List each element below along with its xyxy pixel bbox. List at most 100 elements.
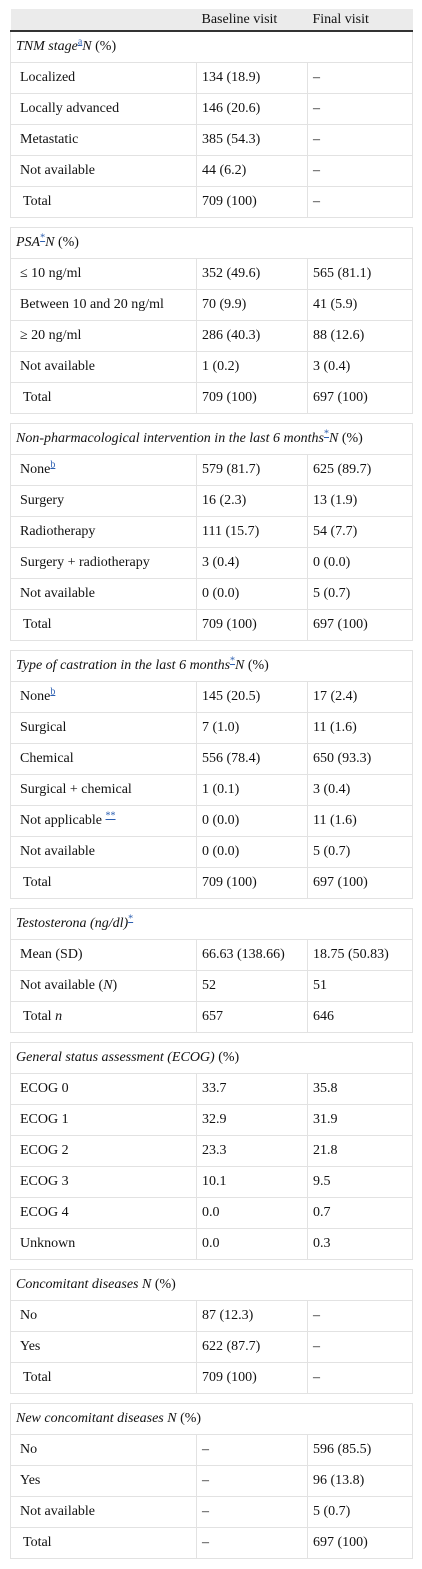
final-cell: 88 (12.6) <box>307 320 413 352</box>
final-cell: 21.8 <box>307 1135 413 1167</box>
cell-text: Not applicable <box>20 813 106 828</box>
cell-text: Surgery <box>20 493 65 508</box>
section-heading-row: Non-pharmacological intervention in the … <box>10 423 413 455</box>
data-row: Not available 0 (0.0) 5 (0.7) <box>10 836 413 868</box>
cell-text: (%) <box>214 1050 240 1065</box>
footnote-link[interactable]: * <box>323 428 329 440</box>
footnote-link[interactable]: ** <box>105 810 116 822</box>
baseline-cell: – <box>196 1465 308 1497</box>
final-cell: – <box>307 155 413 187</box>
cell-text: Chemical <box>20 751 74 766</box>
final-cell: 35.8 <box>307 1073 413 1105</box>
cell-text: Not available ( <box>20 978 104 993</box>
row-label: Not available (N) <box>10 970 197 1002</box>
cell-text: Total <box>23 194 52 209</box>
row-label: Total n <box>10 1001 197 1033</box>
row-label: ECOG 3 <box>10 1166 197 1198</box>
baseline-cell: 16 (2.3) <box>196 485 308 517</box>
baseline-cell: 145 (20.5) <box>196 681 308 713</box>
baseline-cell: 657 <box>196 1001 308 1033</box>
row-label: Metastatic <box>10 124 197 156</box>
data-row: ECOG 0 33.7 35.8 <box>10 1073 413 1105</box>
footnote-link[interactable]: * <box>230 655 236 667</box>
baseline-cell: 709 (100) <box>196 186 308 218</box>
footnote-link[interactable]: a <box>77 36 83 48</box>
section-heading: PSA*N (%) <box>10 227 413 259</box>
cell-text: Surgical <box>20 720 67 735</box>
final-cell: 0.3 <box>307 1228 413 1260</box>
footnote-link[interactable]: * <box>128 913 134 925</box>
data-row: Locally advanced 146 (20.6) – <box>10 93 413 125</box>
table-wrapper: Baseline visit Final visit TNM stageaN (… <box>10 9 413 1559</box>
footnote-link[interactable]: b <box>50 686 56 698</box>
header-cell: Baseline visit <box>196 9 308 32</box>
section-heading-row: Concomitant diseases N (%) <box>10 1269 413 1301</box>
spacer-cell <box>10 898 413 909</box>
cell-text: Not available <box>20 586 96 601</box>
baseline-cell: 0 (0.0) <box>196 578 308 610</box>
baseline-cell: 111 (15.7) <box>196 516 308 548</box>
final-cell: 646 <box>307 1001 413 1033</box>
cell-text: Metastatic <box>20 132 79 147</box>
row-label: Total <box>10 867 197 899</box>
spacer-cell <box>10 1259 413 1270</box>
final-cell: 596 (85.5) <box>307 1434 413 1466</box>
cell-text: n <box>55 1009 63 1024</box>
cell-text: N <box>235 658 245 673</box>
cell-text: Testosterona (ng/dl) <box>16 916 129 931</box>
footnote-link[interactable]: b <box>50 459 56 471</box>
cell-text: No <box>20 1308 38 1323</box>
baseline-cell: – <box>196 1496 308 1528</box>
row-label: Not available <box>10 351 197 383</box>
cell-text: ≥ 20 ng/ml <box>20 328 82 343</box>
data-row: Surgical 7 (1.0) 11 (1.6) <box>10 712 413 744</box>
final-cell: 11 (1.6) <box>307 712 413 744</box>
data-row: Yes –96 (13.8) <box>10 1465 413 1497</box>
final-cell: 650 (93.3) <box>307 743 413 775</box>
cell-text: Unknown <box>20 1236 76 1251</box>
spacer-row <box>10 1393 413 1404</box>
cell-text: Non-pharmacological intervention in the … <box>16 431 324 446</box>
data-row: ≥ 20 ng/ml 286 (40.3) 88 (12.6) <box>10 320 413 352</box>
row-label: Noneb <box>10 681 197 713</box>
data-row: ECOG 1 32.9 31.9 <box>10 1104 413 1136</box>
data-row: No 87 (12.3) – <box>10 1300 413 1332</box>
data-row: Total 709 (100) 697 (100) <box>10 867 413 899</box>
section-heading: New concomitant diseases N (%) <box>10 1403 413 1435</box>
cell-text: Between 10 and 20 ng/ml <box>20 297 164 312</box>
baseline-cell: 87 (12.3) <box>196 1300 308 1332</box>
data-row: Noneb 145 (20.5) 17 (2.4) <box>10 681 413 713</box>
final-cell: 5 (0.7) <box>307 578 413 610</box>
row-label: ECOG 2 <box>10 1135 197 1167</box>
final-cell: 697 (100) <box>307 382 413 414</box>
data-row: Mean (SD) 66.63 (138.66) 18.75 (50.83) <box>10 939 413 971</box>
row-label: Chemical <box>10 743 197 775</box>
footnote-link[interactable]: * <box>40 232 46 244</box>
data-row: Total 709 (100) – <box>10 1362 413 1394</box>
data-row: No –596 (85.5) <box>10 1434 413 1466</box>
final-cell: – <box>307 62 413 94</box>
final-cell: – <box>307 93 413 125</box>
cell-text: ≤ 10 ng/ml <box>20 266 82 281</box>
final-cell: 3 (0.4) <box>307 351 413 383</box>
cell-text: PSA <box>16 235 41 250</box>
final-cell: 3 (0.4) <box>307 774 413 806</box>
baseline-cell: 709 (100) <box>196 867 308 899</box>
data-row: Not available –5 (0.7) <box>10 1496 413 1528</box>
final-cell: 31.9 <box>307 1104 413 1136</box>
row-label: Radiotherapy <box>10 516 197 548</box>
baseline-cell: – <box>196 1434 308 1466</box>
cell-text: Localized <box>20 70 76 85</box>
row-label: Localized <box>10 62 197 94</box>
cell-text: Total <box>23 390 52 405</box>
cell-text: ECOG 2 <box>20 1143 69 1158</box>
data-row: Total n 657 646 <box>10 1001 413 1033</box>
section-heading-row: Testosterona (ng/dl)* <box>10 908 413 940</box>
row-label: Locally advanced <box>10 93 197 125</box>
row-label: No <box>10 1434 197 1466</box>
final-cell: – <box>307 124 413 156</box>
cell-text: (%) <box>244 658 269 673</box>
final-cell: 96 (13.8) <box>307 1465 413 1497</box>
final-cell: – <box>307 1362 413 1394</box>
cell-text: ECOG 0 <box>20 1081 69 1096</box>
